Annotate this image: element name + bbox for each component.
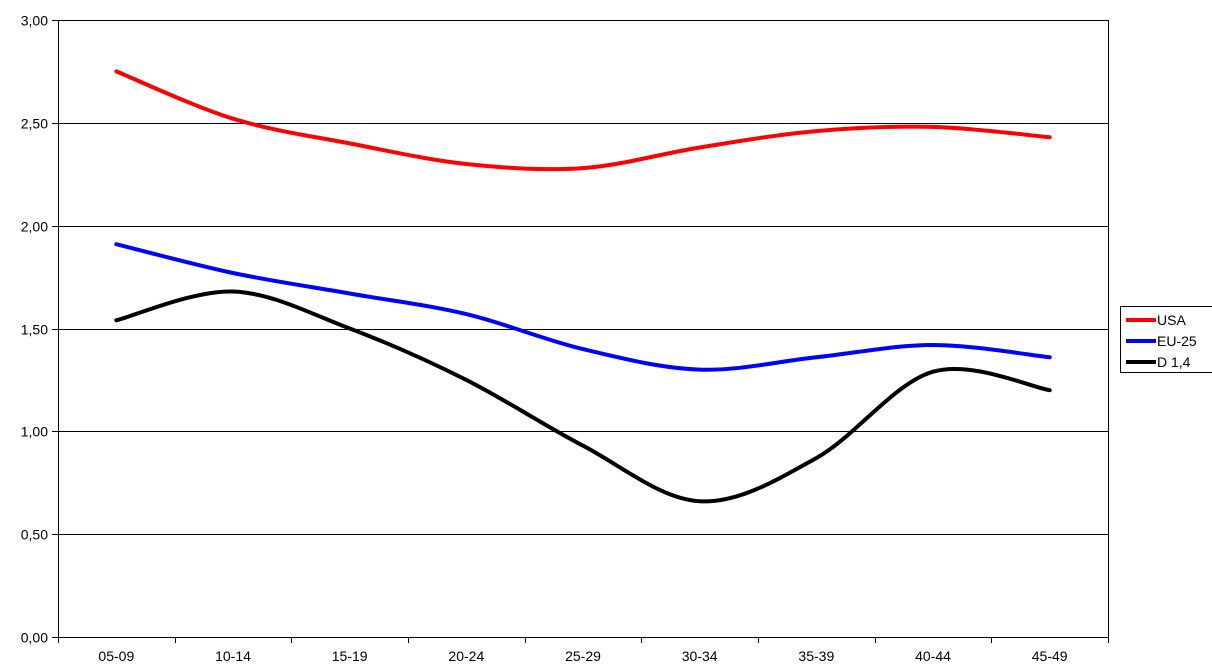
series-line-0 bbox=[114, 69, 1052, 172]
y-tick-label: 3,00 bbox=[21, 13, 48, 29]
y-tick-label: 2,50 bbox=[21, 116, 48, 132]
x-tick-label: 10-14 bbox=[215, 648, 251, 664]
x-tick-label: 45-49 bbox=[1032, 648, 1068, 664]
legend-label-0: USA bbox=[1157, 312, 1186, 328]
series-line-1 bbox=[114, 242, 1052, 372]
grid-lines bbox=[58, 20, 1109, 637]
axes: 0,00 0,50 1,00 1,50 2,00 2,50 3,00 05-09 10-14 15… bbox=[21, 13, 1109, 664]
y-tick-label: 1,00 bbox=[21, 424, 48, 440]
y-tick-label: 2,00 bbox=[21, 219, 48, 235]
y-tick-label: 0,00 bbox=[21, 630, 48, 646]
y-tick-label: 0,50 bbox=[21, 527, 48, 543]
x-tick-label: 35-39 bbox=[798, 648, 834, 664]
x-tick-label: 15-19 bbox=[332, 648, 368, 664]
x-tick-label: 40-44 bbox=[915, 648, 951, 664]
x-tick-label: 25-29 bbox=[565, 648, 601, 664]
legend-label-2: D 1,4 bbox=[1157, 354, 1191, 370]
series-lines bbox=[114, 69, 1052, 504]
x-tick-label: 20-24 bbox=[448, 648, 484, 664]
series-line-2 bbox=[114, 289, 1052, 504]
legend-label-1: EU-25 bbox=[1157, 333, 1197, 349]
x-tick-label: 30-34 bbox=[682, 648, 718, 664]
x-tick-label: 05-09 bbox=[98, 648, 134, 664]
y-tick-label: 1,50 bbox=[21, 322, 48, 338]
legend: USA EU-25 D 1,4 bbox=[1120, 306, 1212, 373]
